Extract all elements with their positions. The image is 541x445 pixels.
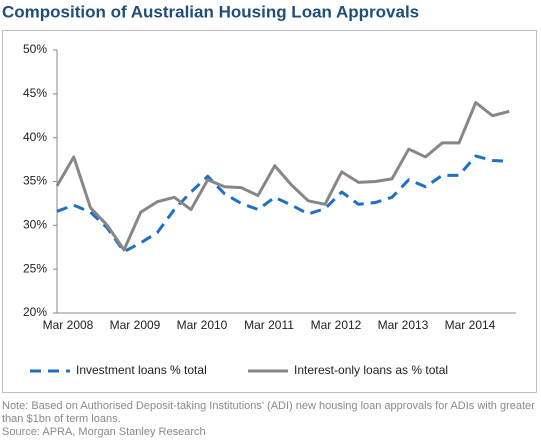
x-tick-label: Mar 2009 [110, 318, 161, 332]
x-tick-label: Mar 2011 [244, 318, 294, 332]
x-tick-label: Mar 2012 [311, 318, 362, 332]
series-line [55, 101, 510, 252]
x-tick-label: Mar 2010 [177, 318, 228, 332]
x-tick-label: Mar 2013 [378, 318, 429, 332]
y-tick-label: 25% [23, 261, 47, 275]
y-tick-label: 45% [23, 86, 47, 100]
legend-label: Investment loans % total [76, 363, 207, 377]
source: Source: APRA, Morgan Stanley Research [2, 426, 206, 438]
y-tick-label: 20% [23, 305, 47, 319]
chart-title: Composition of Australian Housing Loan A… [2, 2, 419, 21]
series-line [56, 154, 510, 254]
note: Note: Based on Authorised Deposit-taking… [2, 400, 535, 425]
y-tick-label: 30% [23, 218, 47, 232]
notes: Note: Based on Authorised Deposit-taking… [2, 400, 538, 439]
legend-label: Interest-only loans as % total [294, 363, 448, 377]
y-tick-label: 35% [23, 174, 47, 188]
y-tick-label: 50% [23, 42, 47, 56]
y-tick-label: 40% [23, 130, 47, 144]
x-tick-label: Mar 2014 [445, 318, 496, 332]
chart-frame [2, 30, 537, 393]
x-tick-label: Mar 2008 [43, 318, 94, 332]
